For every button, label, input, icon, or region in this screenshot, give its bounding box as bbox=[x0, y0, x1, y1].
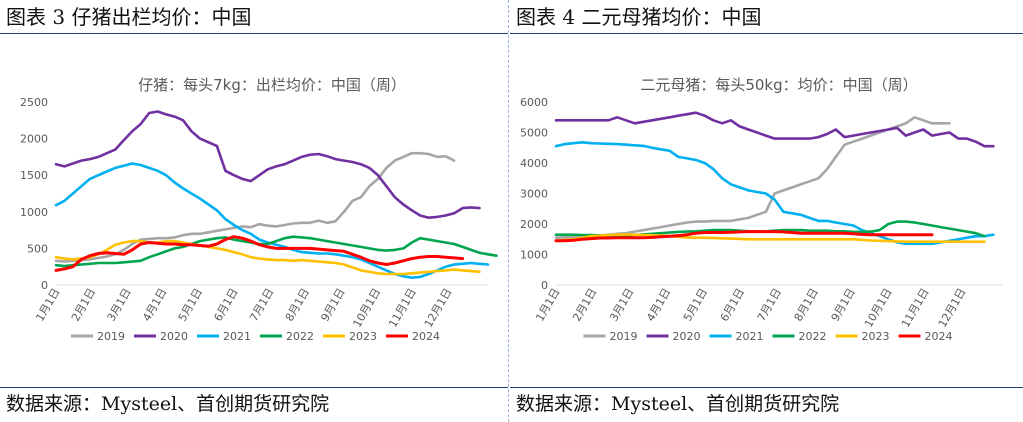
y-tick-label: 2000 bbox=[520, 218, 548, 231]
chart-title: 仔猪：每头7kg：出栏均价：中国（周） bbox=[138, 76, 406, 94]
legend-label-2020: 2020 bbox=[160, 330, 188, 343]
x-tick-label: 4月1日 bbox=[644, 286, 673, 324]
x-tick-label: 6月1日 bbox=[212, 286, 241, 324]
x-tick-label: 7月1日 bbox=[755, 286, 784, 324]
series-line-2019 bbox=[54, 151, 456, 263]
x-tick-label: 11月1日 bbox=[899, 286, 932, 330]
x-tick-label: 8月1日 bbox=[283, 286, 312, 324]
x-tick-label: 4月1日 bbox=[140, 286, 169, 324]
x-tick-label: 9月1日 bbox=[829, 286, 858, 324]
legend-label-2020: 2020 bbox=[673, 330, 701, 343]
series-line-2020 bbox=[554, 111, 995, 148]
legend-label-2023: 2023 bbox=[862, 330, 890, 343]
x-tick-label: 8月1日 bbox=[792, 286, 821, 324]
chart-panel-piglet: 图表 3 仔猪出栏均价：中国 仔猪：每头7kg：出栏均价：中国（周） 0 500 10… bbox=[0, 0, 508, 422]
y-tick-label: 0 bbox=[541, 279, 548, 292]
x-tick-label: 5月1日 bbox=[681, 286, 710, 324]
x-tick-label: 5月1日 bbox=[176, 286, 205, 324]
y-tick-label: 500 bbox=[27, 242, 48, 255]
data-source: 数据来源：Mysteel、首创期货研究院 bbox=[516, 393, 840, 415]
x-tick-label: 12月1日 bbox=[422, 286, 455, 330]
legend-label-2019: 2019 bbox=[97, 330, 125, 343]
title-rule bbox=[0, 33, 508, 34]
source-rule bbox=[510, 387, 1023, 388]
x-tick-label: 3月1日 bbox=[607, 286, 636, 324]
x-tick-label: 2月1日 bbox=[69, 286, 98, 324]
series-line-2019 bbox=[554, 116, 951, 239]
source-rule bbox=[0, 387, 508, 388]
legend-label-2024: 2024 bbox=[925, 330, 953, 343]
legend-label-2022: 2022 bbox=[286, 330, 314, 343]
y-tick-label: 5000 bbox=[520, 127, 548, 140]
figure-title: 图表 3 仔猪出栏均价：中国 bbox=[6, 5, 252, 29]
data-source: 数据来源：Mysteel、首创期货研究院 bbox=[6, 393, 330, 415]
panel-divider bbox=[508, 0, 509, 422]
x-tick-label: 9月1日 bbox=[318, 286, 347, 324]
y-tick-label: 2500 bbox=[20, 96, 48, 109]
legend-label-2023: 2023 bbox=[349, 330, 377, 343]
x-tick-label: 7月1日 bbox=[247, 286, 276, 324]
series-line-2020 bbox=[54, 110, 481, 219]
sow-price-chart: 二元母猪：每头50kg：均价：中国（周） 0 1000 2000 3000 4000 500… bbox=[520, 76, 1002, 343]
y-tick-label: 1000 bbox=[520, 249, 548, 262]
x-tick-label: 6月1日 bbox=[718, 286, 747, 324]
y-tick-label: 3000 bbox=[520, 188, 548, 201]
series-line-2022 bbox=[54, 235, 498, 268]
x-tick-label: 1月1日 bbox=[533, 286, 562, 324]
y-tick-label: 1000 bbox=[20, 206, 48, 219]
x-tick-label: 1月1日 bbox=[33, 286, 62, 324]
series-line-2023 bbox=[554, 233, 986, 243]
legend-label-2024: 2024 bbox=[412, 330, 440, 343]
figure-title: 图表 4 二元母猪均价：中国 bbox=[516, 5, 762, 29]
y-tick-label: 1500 bbox=[20, 169, 48, 182]
x-tick-label: 10月1日 bbox=[351, 286, 384, 330]
legend-label-2021: 2021 bbox=[223, 330, 251, 343]
x-tick-label: 10月1日 bbox=[862, 286, 895, 330]
legend-label-2019: 2019 bbox=[610, 330, 638, 343]
x-tick-label: 11月1日 bbox=[386, 286, 419, 330]
y-tick-label: 4000 bbox=[520, 157, 548, 170]
chart-panel-sow: 图表 4 二元母猪均价：中国 二元母猪：每头50kg：均价：中国（周） 0 1000… bbox=[510, 0, 1023, 422]
x-tick-label: 12月1日 bbox=[936, 286, 969, 330]
y-tick-label: 2000 bbox=[20, 133, 48, 146]
y-tick-label: 6000 bbox=[520, 96, 548, 109]
legend-label-2022: 2022 bbox=[799, 330, 827, 343]
series-line-2024 bbox=[554, 230, 934, 243]
title-rule bbox=[510, 33, 1023, 34]
legend-label-2021: 2021 bbox=[736, 330, 764, 343]
x-tick-label: 2月1日 bbox=[570, 286, 599, 324]
chart-title: 二元母猪：每头50kg：均价：中国（周） bbox=[640, 76, 917, 94]
y-tick-label: 0 bbox=[41, 279, 48, 292]
piglet-price-chart: 仔猪：每头7kg：出栏均价：中国（周） 0 500 1000 1500 2000 2500 1… bbox=[20, 76, 498, 343]
x-tick-label: 3月1日 bbox=[105, 286, 134, 324]
series-line-2024 bbox=[54, 235, 465, 272]
series-line-2021 bbox=[554, 141, 995, 246]
series-line-2023 bbox=[54, 239, 481, 276]
